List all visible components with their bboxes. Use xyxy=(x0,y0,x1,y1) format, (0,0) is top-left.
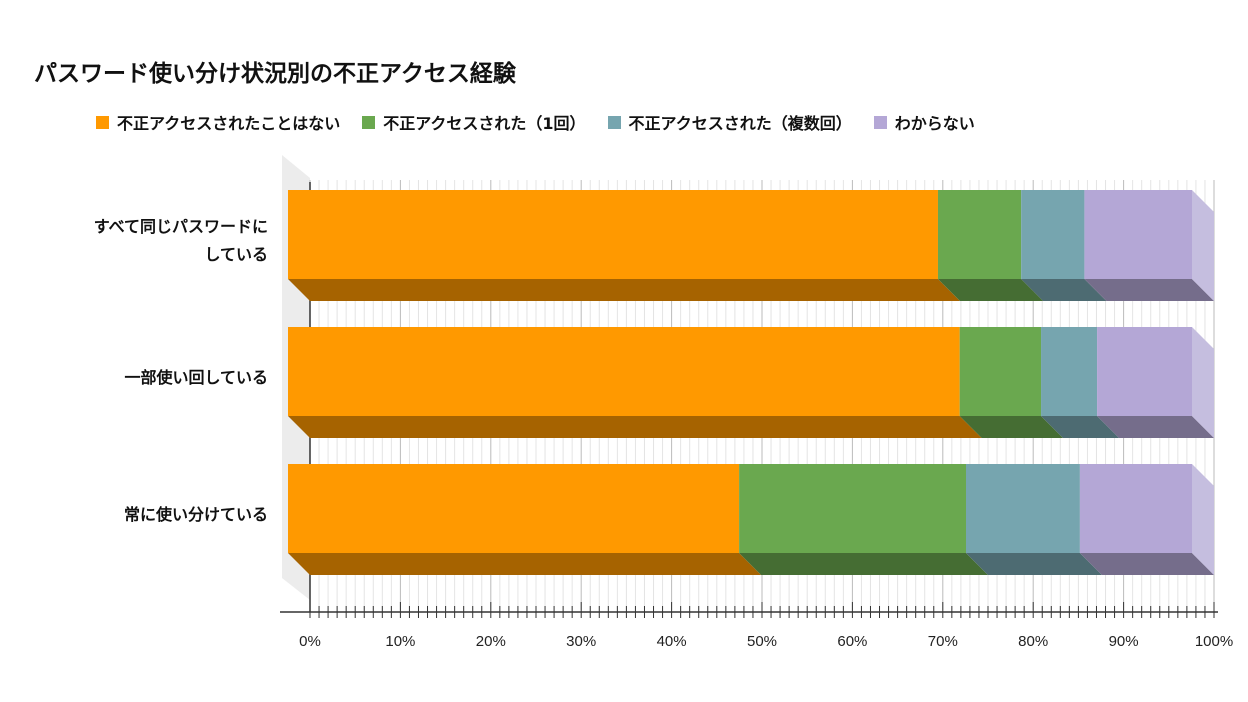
bar-bottom-face xyxy=(288,279,960,301)
chart-title: パスワード使い分け状況別の不正アクセス経験 xyxy=(34,61,516,87)
x-tick-label: 50% xyxy=(747,633,777,650)
legend-item: 不正アクセスされた（1回） xyxy=(362,110,586,134)
x-tick-label: 60% xyxy=(837,633,867,650)
bar-segment xyxy=(959,327,1042,416)
legend-item: 不正アクセスされたことはない xyxy=(96,110,340,134)
category-label-line: すべて同じパスワードに xyxy=(93,216,268,236)
category-label-line: 一部使い回している xyxy=(124,367,268,387)
category-label: 常に使い分けている xyxy=(124,501,268,529)
bar-segment xyxy=(1021,190,1085,279)
bar-bottom-face xyxy=(1041,416,1120,438)
category-label-line: している xyxy=(204,244,268,264)
bar-segment xyxy=(1097,327,1192,416)
bar-bottom-face xyxy=(1084,279,1214,301)
bar-segment xyxy=(288,190,938,279)
bar-side-face xyxy=(1192,464,1214,575)
legend-label: 不正アクセスされた（1回） xyxy=(383,114,586,133)
x-tick-label: 40% xyxy=(657,633,687,650)
bar-bottom-face xyxy=(288,553,762,575)
bar-side-face xyxy=(1192,190,1214,301)
bar-segment xyxy=(288,327,960,416)
legend-swatch xyxy=(873,115,887,129)
bar-bottom-face xyxy=(739,553,988,575)
x-tick-label: 90% xyxy=(1109,633,1139,650)
category-label: 一部使い回している xyxy=(124,364,268,392)
legend-label: わからない xyxy=(894,114,975,133)
bar-segment xyxy=(937,190,1022,279)
bar-bottom-face xyxy=(288,416,982,438)
bar-segment xyxy=(739,464,966,553)
bar-bottom-face xyxy=(1021,279,1107,301)
bar-bottom-face xyxy=(959,416,1064,438)
x-tick-label: 80% xyxy=(1018,633,1048,650)
x-tick-label: 70% xyxy=(928,633,958,650)
bar-bottom-face xyxy=(966,553,1102,575)
legend-swatch xyxy=(607,115,621,129)
bar-segment xyxy=(966,464,1080,553)
legend: 不正アクセスされたことはない 不正アクセスされた（1回） 不正アクセスされた（複数回… xyxy=(96,110,975,134)
legend-item: 不正アクセスされた（複数回） xyxy=(607,110,852,134)
legend-label: 不正アクセスされたことはない xyxy=(117,114,341,133)
legend-swatch xyxy=(96,115,109,129)
x-tick-label: 0% xyxy=(299,633,321,650)
bar-segment xyxy=(1079,464,1192,553)
bar-bottom-face xyxy=(1079,553,1214,575)
x-tick-label: 30% xyxy=(566,633,596,650)
legend-label: 不正アクセスされた（複数回） xyxy=(628,114,852,133)
category-label-line: 常に使い分けている xyxy=(123,504,268,524)
bar-segment xyxy=(288,464,740,553)
x-tick-label: 100% xyxy=(1195,633,1233,650)
bar-segment xyxy=(1041,327,1098,416)
category-label: すべて同じパスワードにしている xyxy=(94,213,268,269)
bar-side-face xyxy=(1192,327,1214,438)
x-tick-label: 10% xyxy=(385,633,415,650)
legend-item: わからない xyxy=(873,110,975,134)
bar-segment xyxy=(1084,190,1192,279)
x-tick-label: 20% xyxy=(476,633,506,650)
legend-swatch xyxy=(362,115,376,129)
bar-bottom-face xyxy=(937,279,1044,301)
bar-bottom-face xyxy=(1097,416,1214,438)
